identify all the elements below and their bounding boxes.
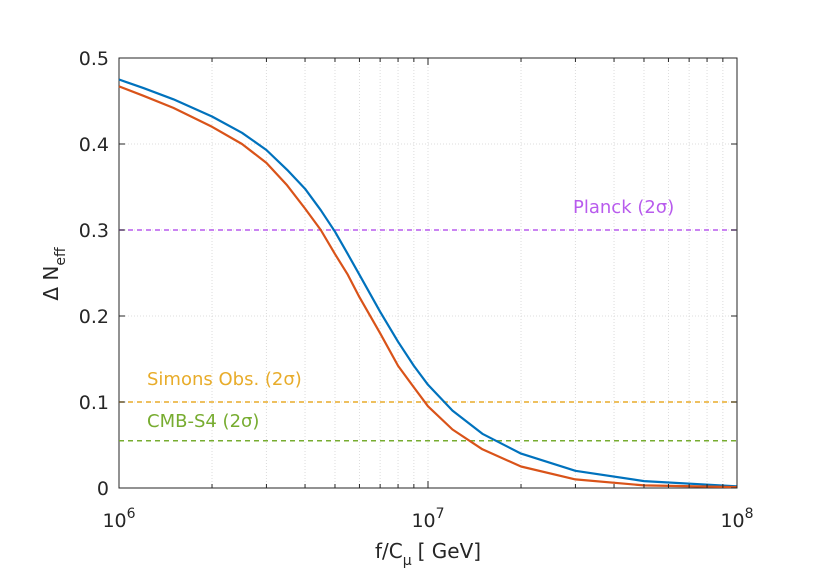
planck-label: Planck (2σ) xyxy=(573,197,674,218)
y-tick-label-5: 0.5 xyxy=(79,48,109,70)
y-tick-label-4: 0.4 xyxy=(79,134,109,156)
y-tick-label-0: 0 xyxy=(97,478,109,500)
y-tick-label-2: 0.2 xyxy=(79,306,109,328)
x-tick-label-0: 106 xyxy=(102,506,135,532)
x-axis-label: f/Cμ[ GeV] xyxy=(375,539,481,569)
series-line-0 xyxy=(118,78,738,488)
x-tick-label-2: 108 xyxy=(720,506,753,532)
simons-obs-label: Simons Obs. (2σ) xyxy=(147,369,302,390)
data-series xyxy=(118,78,738,489)
series-line-1 xyxy=(118,85,738,489)
reference-lines xyxy=(119,229,737,442)
cmb-s4-label: CMB-S4 (2σ) xyxy=(147,411,259,432)
y-axis-label: Δ Neff xyxy=(39,247,69,301)
y-tick-label-1: 0.1 xyxy=(79,392,109,414)
x-tick-label-1: 107 xyxy=(411,506,444,532)
y-tick-label-3: 0.3 xyxy=(79,220,109,242)
axis-ticks xyxy=(118,57,738,489)
